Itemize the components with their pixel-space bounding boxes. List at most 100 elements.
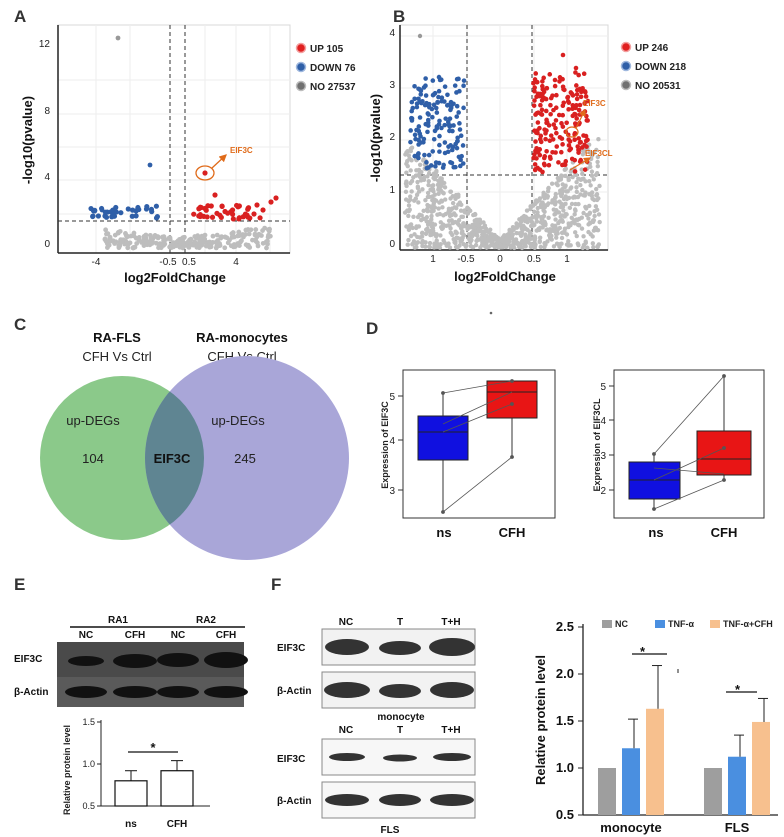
- volcano-b-point-down: [424, 102, 430, 108]
- volcano-b-point-ns: [487, 227, 493, 232]
- volcano-a-legend-no: NO 27537: [310, 82, 356, 93]
- volcano-b-point-ns: [427, 244, 432, 250]
- volcano-b-point-ns: [414, 244, 419, 250]
- volcano-b-point-ns: [532, 238, 537, 243]
- volcano-b-point-ns: [579, 226, 585, 231]
- volcano-b-point-ns: [593, 225, 599, 231]
- volcano-b-point-ns: [524, 208, 530, 213]
- volcano-a-point-up: [254, 202, 260, 208]
- volcano-a-point-ns: [181, 242, 187, 248]
- volcano-b-point-ns: [432, 245, 437, 250]
- volcano-b-point-up: [537, 152, 543, 158]
- volcano-b-point-down: [437, 142, 442, 148]
- volcano-b-point-ns: [572, 218, 577, 223]
- volcano-b-point-up: [578, 94, 584, 100]
- volcano-b-point-ns: [519, 226, 524, 231]
- volcano-b-point-ns: [595, 154, 601, 160]
- volcano-b-point-ns: [569, 201, 575, 207]
- bar-f-significance: *: [640, 644, 646, 659]
- volcano-b-point-ns: [563, 173, 568, 179]
- volcano-b-point-up: [574, 92, 580, 97]
- volcano-b-point-up: [573, 112, 578, 117]
- volcano-b-point-down: [431, 136, 437, 142]
- volcano-b-point-up: [576, 107, 582, 113]
- volcano-b-point-up: [556, 112, 562, 118]
- volcano-b-point-ns: [431, 175, 436, 181]
- legend-down-marker: [620, 60, 632, 72]
- volcano-b-point-up: [565, 99, 571, 104]
- legend-down-marker: [295, 61, 307, 73]
- volcano-b-point-up: [574, 96, 580, 102]
- volcano-b-point-up: [550, 137, 556, 142]
- volcano-b-point-ns: [455, 245, 460, 251]
- volcano-b-point-ns: [578, 182, 583, 188]
- blot-f-row-label: EIF3C: [277, 643, 305, 654]
- volcano-b-point-ns: [426, 178, 431, 184]
- box-eif3cl-xlabel-cfh: CFH: [711, 525, 738, 540]
- volcano-b-point-ns: [430, 194, 435, 199]
- panel-label-c: C: [14, 315, 26, 334]
- volcano-b-point-ns: [595, 244, 600, 250]
- volcano-b-ytick: 0: [389, 239, 395, 250]
- volcano-a-point-up: [236, 216, 242, 222]
- volcano-b-point-ns: [437, 211, 443, 217]
- volcano-b-point-ns: [415, 234, 420, 240]
- volcano-b-point-ns: [479, 235, 484, 240]
- volcano-b-point-ns: [532, 234, 538, 239]
- volcano-b-point-up: [579, 145, 585, 150]
- volcano-b-point-up: [542, 154, 548, 159]
- volcano-b-point-ns: [562, 185, 567, 190]
- volcano-b-point-ns: [425, 226, 430, 231]
- volcano-b-point-up: [535, 165, 540, 171]
- volcano-b-point-down: [431, 92, 436, 97]
- volcano-b-point-ns: [595, 164, 601, 169]
- volcano-b-point-ns: [516, 243, 522, 248]
- boxplot-eif3cl: 2 3 4 5 Expression of EIF3CL ns CFH: [592, 369, 765, 540]
- volcano-a-point-down: [148, 206, 155, 212]
- volcano-b-point-ns: [439, 182, 444, 187]
- volcano-b-point-ns: [559, 193, 564, 199]
- volcano-b-point-up: [553, 118, 559, 123]
- volcano-b-ytick: 3: [389, 80, 395, 91]
- volcano-b-point-ns: [549, 181, 555, 186]
- volcano-b-point-up: [573, 65, 579, 71]
- volcano-b-point-ns: [413, 196, 419, 201]
- volcano-b-point-ns: [449, 218, 454, 223]
- volcano-b-point-ns: [551, 228, 557, 234]
- volcano-a-point-ns: [263, 239, 269, 245]
- volcano-b-point-up: [574, 116, 580, 121]
- volcano-b-point-down: [422, 152, 427, 158]
- volcano-b-point-ns: [450, 232, 455, 238]
- volcano-b-point-ns: [553, 191, 558, 197]
- volcano-b-ytick: 1: [389, 185, 395, 196]
- volcano-b-ylabel: -log10(pvalue): [368, 94, 383, 182]
- volcano-b-point-ns: [434, 232, 439, 237]
- volcano-b-point-ns: [593, 204, 599, 209]
- volcano-b-point-ns: [438, 233, 443, 238]
- volcano-a-point-up: [196, 206, 202, 212]
- volcano-b-point-up: [548, 156, 553, 161]
- bar-f-ytick: 1.0: [556, 760, 574, 775]
- volcano-b-ytick: 4: [389, 28, 395, 39]
- volcano-a-ytick: 8: [44, 106, 50, 117]
- volcano-b-point-ns: [416, 189, 422, 194]
- volcano-b-point-up: [540, 169, 545, 175]
- volcano-b-point-ns: [532, 209, 537, 215]
- legend-no-marker: [295, 80, 307, 92]
- volcano-b-point-down: [418, 92, 424, 97]
- volcano-b-point-ns: [416, 167, 422, 173]
- volcano-a-point-up: [218, 214, 224, 220]
- volcano-b-point-ns: [528, 244, 534, 250]
- volcano-a-point-ns: [236, 229, 242, 235]
- volcano-b-point-ns: [538, 220, 544, 225]
- volcano-b-point-up: [531, 80, 536, 86]
- volcano-b-point-ns: [564, 189, 569, 194]
- volcano-b-point-up: [574, 83, 579, 88]
- volcano-b-point-up: [534, 110, 540, 116]
- volcano-b-point-down: [424, 160, 429, 165]
- venn-right-label: up-DEGs: [211, 413, 265, 428]
- volcano-b-point-ns: [425, 174, 430, 179]
- volcano-a-point-up: [236, 203, 242, 209]
- volcano-a-point-ns: [192, 234, 198, 239]
